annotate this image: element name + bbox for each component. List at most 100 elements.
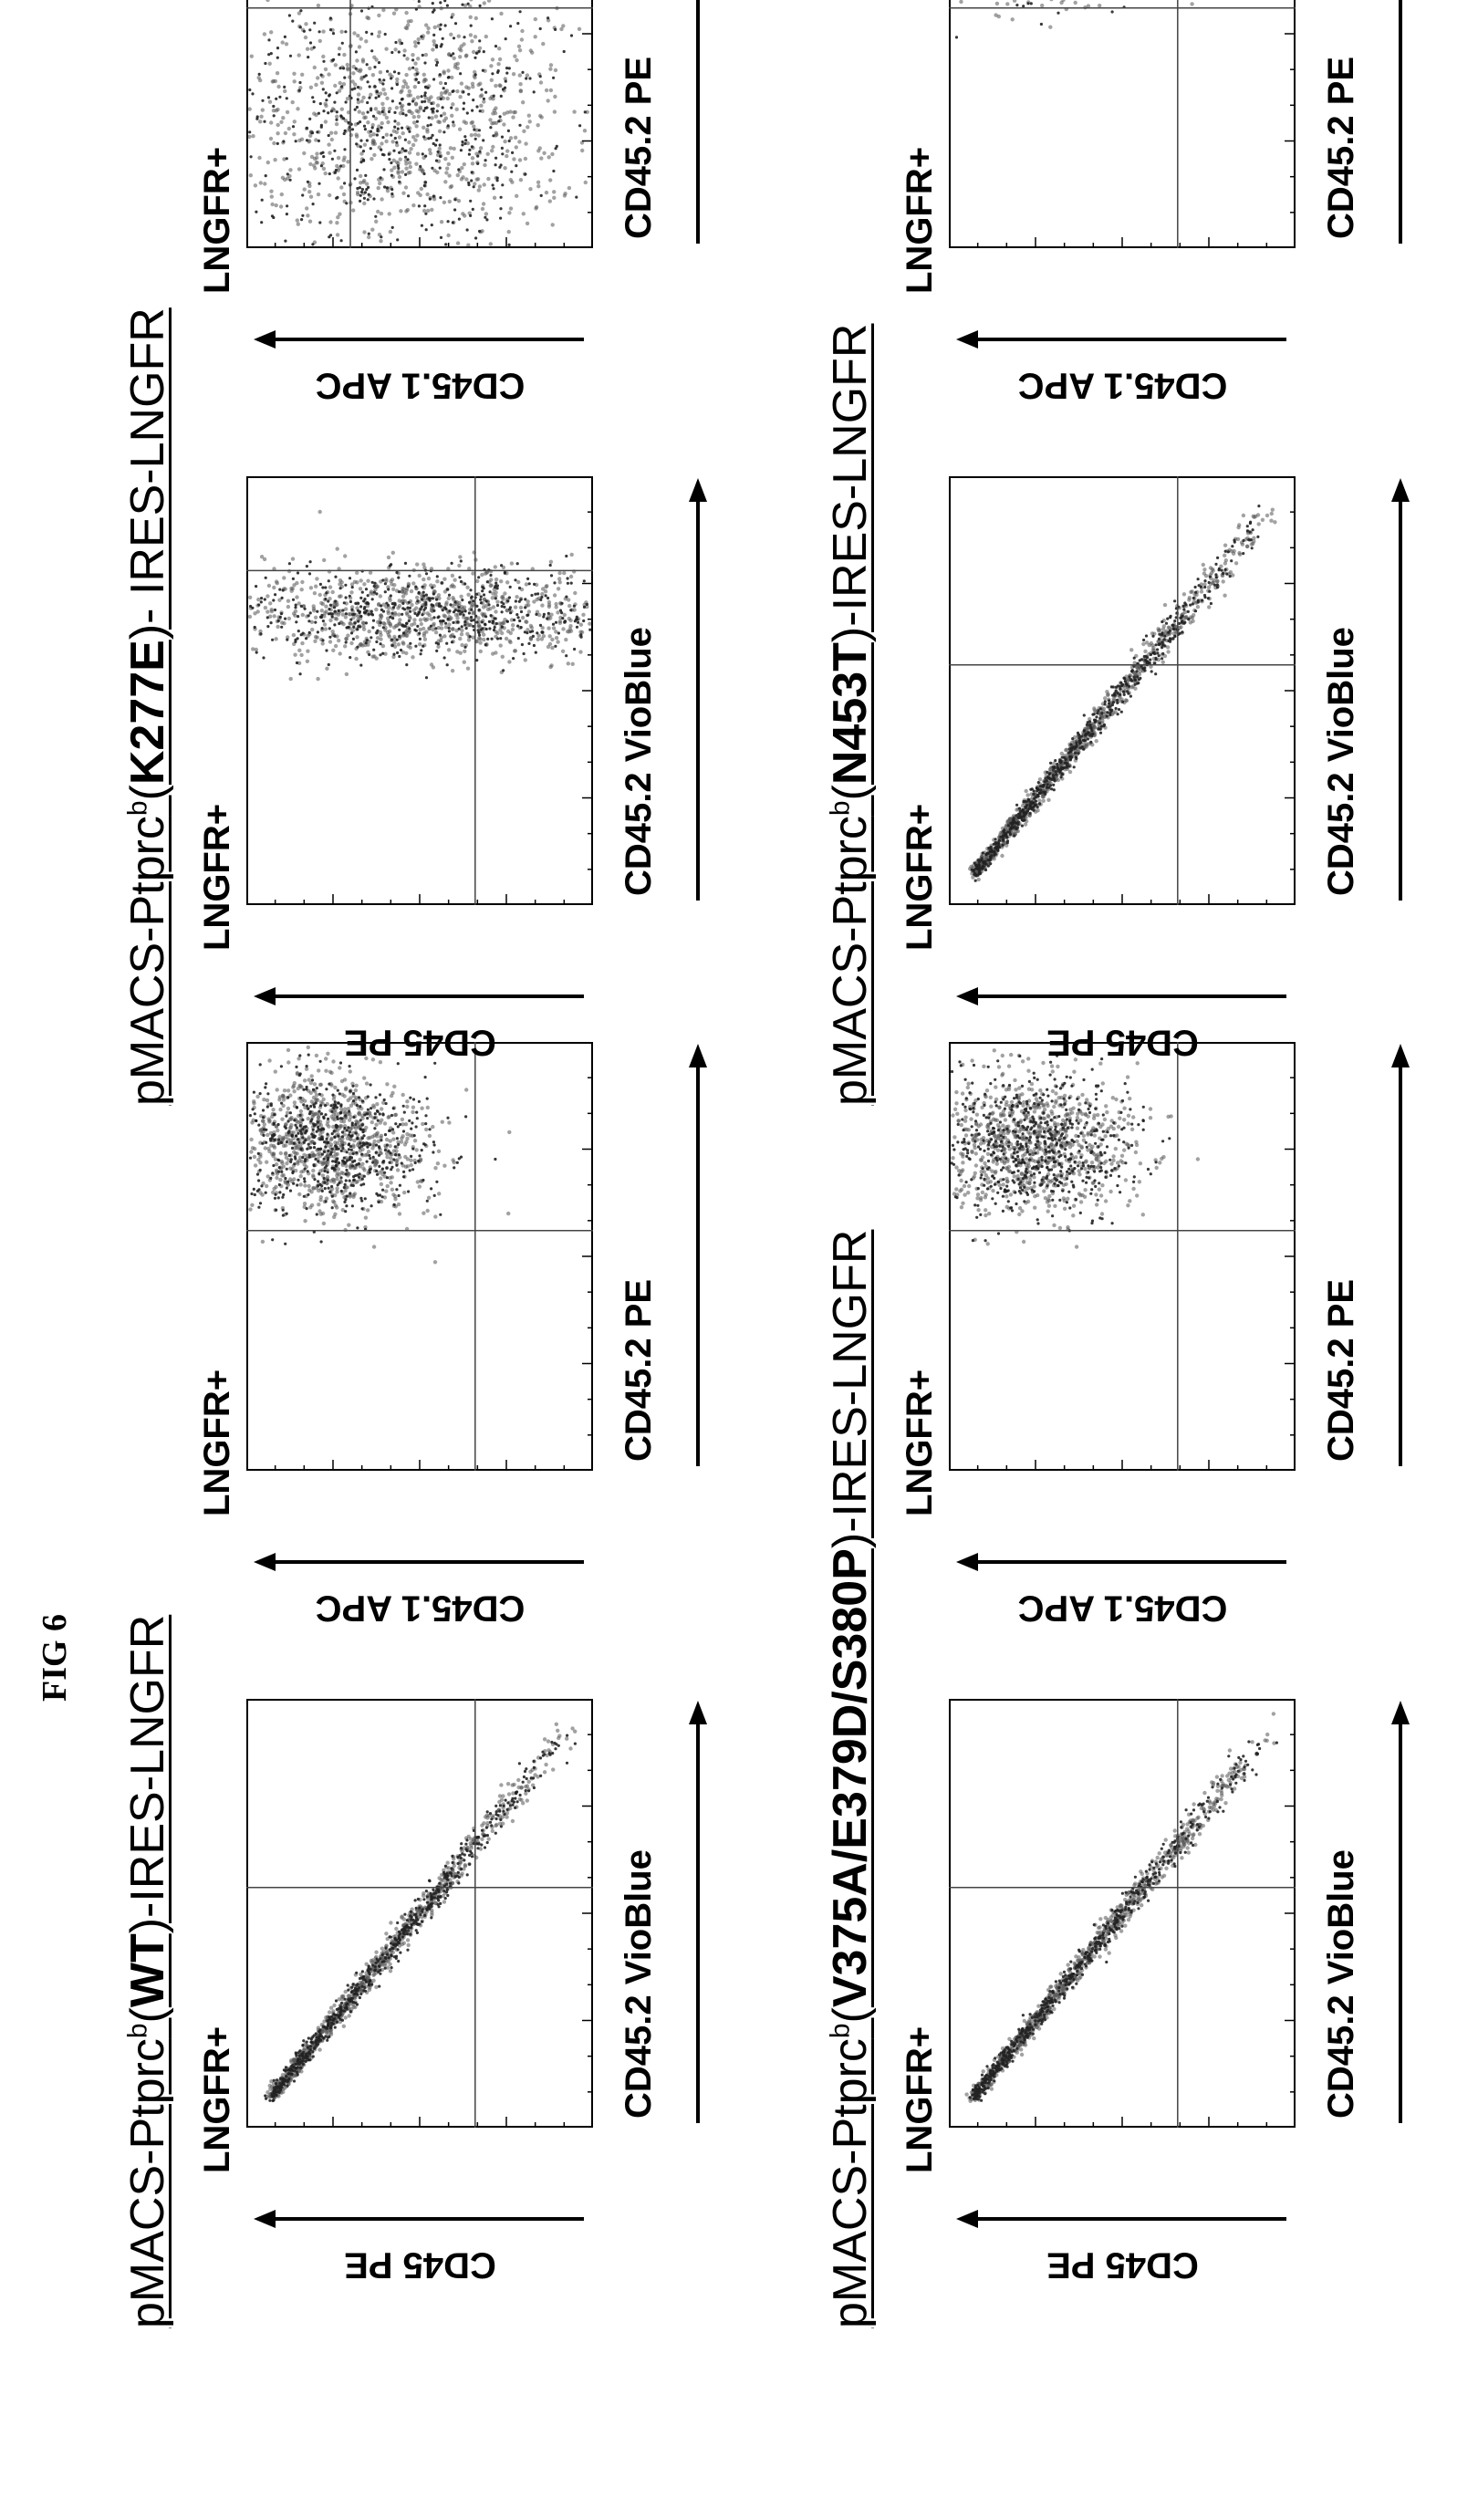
event-dot [307, 1183, 311, 1189]
event-dot [369, 1958, 374, 1963]
event-dot [382, 1963, 387, 1968]
event-dot [320, 1173, 326, 1178]
event-dot [302, 1078, 307, 1083]
event-dot [446, 567, 451, 571]
event-dot [259, 632, 263, 636]
event-dot [352, 612, 356, 616]
event-dot [355, 105, 359, 109]
event-dot [485, 1810, 489, 1814]
event-dot [262, 1133, 265, 1137]
event-dot [268, 601, 273, 606]
event-dot [403, 561, 408, 565]
event-dot [248, 1156, 253, 1160]
event-dot [276, 624, 280, 630]
event-dot [317, 2029, 321, 2033]
event-dot [265, 616, 269, 620]
event-dot [421, 585, 424, 588]
event-dot [276, 84, 281, 89]
event-dot [347, 1988, 350, 1992]
event-dot [447, 630, 451, 633]
event-dot [411, 142, 416, 148]
event-dot [332, 1200, 337, 1204]
event-dot [265, 1132, 270, 1138]
event-dot [442, 656, 446, 660]
event-dot [472, 124, 476, 129]
event-dot [400, 1915, 404, 1920]
event-dot [405, 1932, 409, 1936]
event-dot [274, 2090, 278, 2094]
event-dot [307, 1192, 310, 1196]
event-dot [452, 146, 456, 151]
event-dot [518, 81, 523, 87]
event-dot [573, 647, 577, 651]
event-dot [315, 161, 319, 165]
event-dot [256, 1157, 261, 1162]
event-dot [445, 663, 449, 667]
event-dot [467, 567, 472, 571]
event-dot [452, 36, 456, 40]
event-dot [481, 605, 486, 609]
event-dot [321, 586, 325, 589]
event-dot [515, 193, 519, 198]
event-dot [330, 589, 335, 595]
event-dot [348, 1130, 352, 1134]
event-dot [478, 81, 483, 86]
event-dot [378, 181, 382, 186]
event-dot [467, 611, 471, 615]
event-dot [482, 139, 485, 142]
event-dot [321, 29, 326, 34]
event-dot [415, 1110, 419, 1114]
event-dot [486, 176, 491, 182]
event-dot [292, 2079, 297, 2083]
event-dot [368, 570, 373, 575]
event-dot [474, 592, 479, 596]
event-dot [321, 1097, 326, 1102]
event-dot [407, 619, 411, 623]
event-dot [452, 1857, 456, 1861]
event-dot [415, 595, 420, 600]
event-dot [299, 1131, 304, 1136]
event-dot [401, 594, 406, 599]
event-dot [411, 114, 417, 120]
event-dot [399, 1140, 404, 1144]
event-dot [272, 2078, 276, 2082]
event-dot [429, 95, 433, 99]
event-dot [535, 609, 540, 614]
event-dot [367, 1964, 370, 1968]
event-dot [362, 1974, 366, 1979]
event-dot [424, 1114, 428, 1118]
event-dot [363, 128, 367, 131]
event-dot [463, 649, 467, 653]
event-dot [523, 1769, 527, 1774]
event-dot [344, 583, 348, 587]
event-dot [478, 649, 483, 654]
event-dot [458, 636, 463, 641]
event-dot [283, 130, 288, 136]
event-dot [358, 1976, 362, 1981]
event-dot [414, 1916, 418, 1920]
event-dot [344, 1163, 349, 1169]
event-dot [480, 1843, 484, 1847]
event-dot [575, 625, 579, 629]
event-dot [293, 1162, 297, 1166]
event-dot [344, 637, 349, 641]
event-dot [458, 55, 463, 59]
event-dot [305, 47, 310, 51]
event-dot [338, 1092, 341, 1096]
event-dot [284, 1176, 287, 1181]
event-dot [327, 1149, 330, 1152]
event-dot [409, 1932, 412, 1936]
event-dot [401, 612, 404, 616]
event-dot [442, 1870, 446, 1874]
event-dot [443, 90, 448, 95]
event-dot [321, 1127, 325, 1130]
event-dot [367, 629, 371, 634]
event-dot [379, 1972, 382, 1975]
event-dot [354, 67, 358, 70]
event-dot [449, 1881, 453, 1885]
event-dot [329, 2021, 334, 2025]
event-dot [412, 1134, 416, 1138]
event-dot [317, 1068, 321, 1073]
event-dot [367, 612, 370, 616]
event-dot [368, 1985, 372, 1990]
